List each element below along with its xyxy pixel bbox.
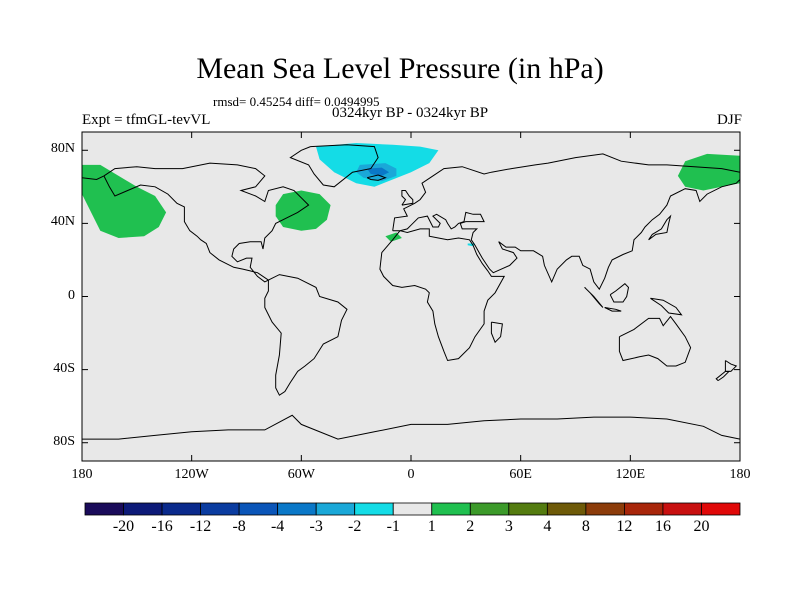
coastline-layer: [81, 144, 741, 440]
colorbar-swatch: [161, 502, 201, 516]
colorbar-label: -16: [151, 518, 173, 535]
colorbar-swatch: [277, 502, 317, 516]
colorbar-swatch: [469, 502, 510, 516]
colorbar-label: -2: [348, 518, 362, 535]
coastline-7: [490, 321, 503, 344]
colorbar-label: 2: [466, 518, 475, 535]
coastline-11: [648, 214, 672, 241]
colorbar-swatch: [546, 502, 587, 516]
coastline-2: [264, 274, 348, 396]
coastline-5: [392, 179, 741, 291]
x-tick-label: 60E: [509, 467, 532, 482]
colorbar-swatch: [354, 502, 394, 516]
colorbar-swatch: [84, 502, 124, 516]
map-background: [82, 132, 740, 461]
x-tick-label: 120W: [174, 467, 209, 482]
colorbar-label: 16: [654, 518, 671, 535]
colorbar-swatch: [662, 502, 702, 516]
colorbar-swatch: [200, 502, 240, 516]
colorbar-label: 4: [543, 518, 552, 535]
experiment-label: Expt = tfmGL-tevVL: [82, 112, 211, 128]
coastline-17: [724, 360, 738, 372]
y-tick-label: 80S: [53, 433, 75, 449]
page-title: Mean Sea Level Pressure (in hPa): [196, 52, 604, 85]
coastline-9: [82, 414, 741, 440]
colorbar-label: -1: [386, 518, 400, 535]
colorbar-label: -3: [309, 518, 323, 535]
colorbar-label: 12: [616, 518, 633, 535]
anomaly-north-pacific: [82, 164, 167, 238]
anomaly-layer: [82, 143, 740, 247]
coastline-4: [81, 175, 105, 181]
y-tick-label: 40S: [53, 360, 75, 376]
period-label: 0324kyr BP - 0324kyr BP: [331, 105, 489, 121]
colorbar-label: 3: [504, 518, 513, 535]
coastline-13: [584, 287, 604, 308]
colorbar-label: -12: [189, 518, 212, 535]
x-tick-label: 0: [407, 467, 415, 482]
colorbar-swatch: [315, 502, 356, 516]
colorbar-label: -8: [232, 518, 246, 535]
colorbar: [84, 502, 741, 516]
y-tick-label: 40N: [50, 214, 75, 230]
coastline-3: [392, 153, 741, 231]
colorbar-swatch: [508, 502, 548, 516]
coastline-15: [650, 297, 683, 316]
colorbar-label: 20: [693, 518, 710, 535]
colorbar-swatch: [624, 502, 664, 516]
colorbar-swatch: [123, 502, 163, 516]
anomaly-north-atlantic-west: [275, 190, 331, 231]
y-tick-label: 0: [68, 287, 75, 303]
coastline-1: [289, 144, 379, 188]
anomaly-iceland-core: [367, 167, 390, 176]
coastline-0: [103, 162, 310, 283]
coastline-8: [618, 315, 692, 367]
colorbar-label: -20: [112, 518, 135, 535]
colorbar-label: 1: [427, 518, 436, 535]
coastline-16: [366, 174, 387, 181]
colorbar-swatch: [585, 502, 625, 516]
x-tick-label: 180: [729, 467, 751, 482]
colorbar-swatch: [392, 502, 433, 516]
anomaly-siberia-east: [677, 153, 740, 191]
season-label: DJF: [716, 112, 742, 128]
colorbar-swatch: [431, 502, 471, 516]
colorbar-swatch: [701, 502, 741, 516]
colorbar-swatch: [238, 502, 279, 516]
coastline-14: [604, 307, 622, 312]
x-tick-label: 180: [71, 467, 93, 482]
x-tick-label: 120E: [615, 467, 646, 482]
colorbar-label: -4: [270, 518, 285, 535]
coastline-12: [609, 283, 630, 303]
tick-marks: [81, 132, 741, 461]
coastline-6: [379, 228, 506, 362]
anomaly-patch-0: [385, 232, 402, 242]
colorbar-label: 8: [581, 518, 590, 535]
rmsd-stats: rmsd= 0.45254 diff= 0.0494995: [213, 94, 380, 109]
coastline-10: [401, 190, 414, 206]
y-tick-label: 80N: [50, 141, 75, 157]
x-tick-label: 60W: [287, 467, 315, 482]
coastline-18: [715, 370, 731, 382]
